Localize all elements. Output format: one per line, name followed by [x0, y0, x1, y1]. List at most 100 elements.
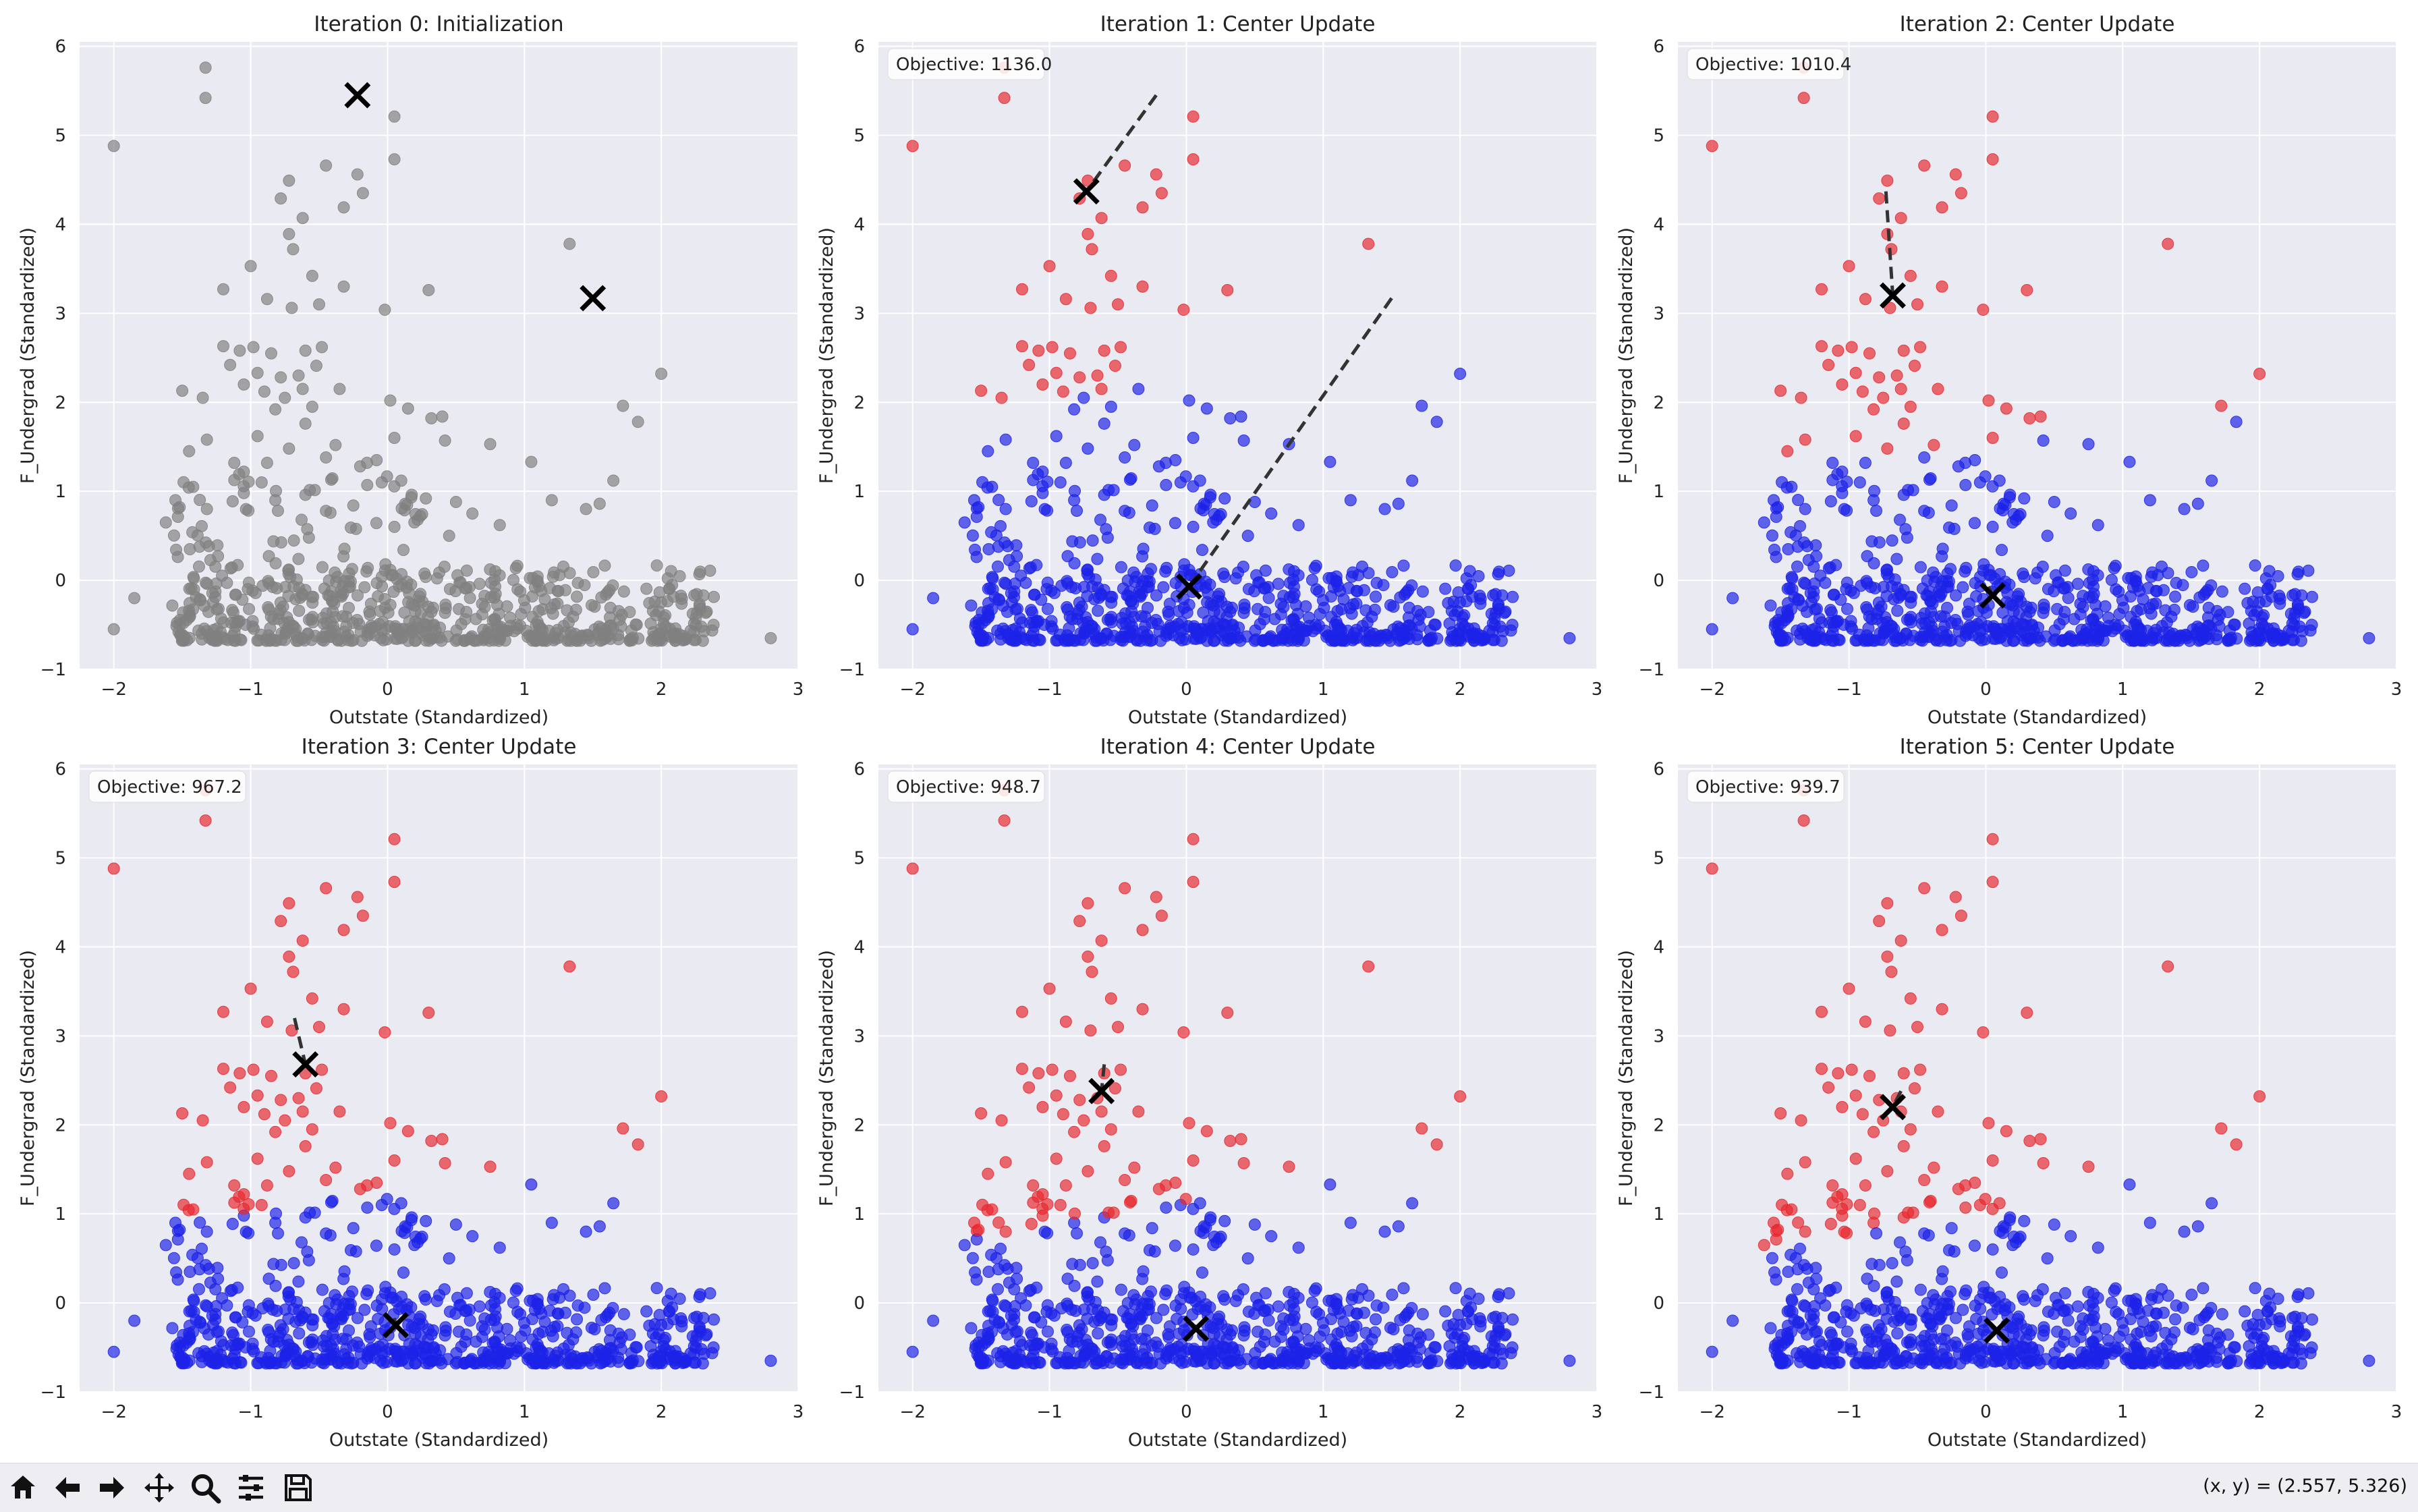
data-point [2164, 1352, 2176, 1365]
data-point [2230, 416, 2243, 428]
data-point [1350, 1346, 1363, 1359]
zoom-button[interactable] [185, 1467, 225, 1508]
data-point [1128, 1161, 1141, 1174]
data-point [991, 1283, 1004, 1295]
pan-button[interactable] [139, 1467, 179, 1508]
data-point [1115, 561, 1127, 573]
data-point [1923, 1196, 1936, 1208]
y-tick-label: 1 [853, 482, 865, 502]
data-point [1187, 1154, 1200, 1167]
data-point [1840, 1198, 1853, 1211]
data-point [1918, 451, 1931, 464]
data-point [538, 593, 551, 606]
data-point [2018, 571, 2031, 584]
x-tick-label: −2 [1699, 679, 1725, 700]
data-point [289, 1315, 302, 1328]
y-tick-label: 2 [55, 1115, 66, 1136]
data-point [1187, 1202, 1200, 1215]
data-point [2363, 1354, 2375, 1367]
data-point [1781, 445, 1794, 457]
data-point [1791, 1283, 1803, 1295]
data-point [1091, 369, 1104, 382]
data-point [1009, 622, 1022, 635]
data-point [1092, 1327, 1104, 1340]
data-point [173, 501, 186, 513]
data-point [296, 383, 309, 395]
data-point [361, 1201, 374, 1214]
data-point [1901, 1336, 1913, 1349]
subplots-button[interactable] [231, 1467, 271, 1508]
data-point [1370, 590, 1382, 603]
data-point [1086, 243, 1098, 256]
data-point [2216, 1308, 2228, 1320]
data-point [1996, 1266, 2008, 1279]
data-point [1849, 430, 1862, 443]
data-point [284, 1293, 297, 1306]
data-point [199, 1299, 212, 1312]
data-point [650, 559, 663, 572]
data-point [299, 1140, 312, 1152]
back-button[interactable] [47, 1467, 88, 1508]
data-point [1894, 212, 1907, 225]
data-point [310, 360, 322, 372]
data-point [2036, 1283, 2049, 1296]
data-point [1781, 1167, 1794, 1180]
data-point [1344, 494, 1357, 507]
data-point [1986, 520, 1999, 533]
data-point [1726, 1314, 1739, 1327]
data-point [2162, 237, 2174, 250]
data-point [401, 402, 414, 415]
y-tick-label: 0 [55, 571, 66, 591]
data-point [2042, 1306, 2054, 1318]
data-point [1207, 1322, 1220, 1335]
data-point [2243, 617, 2255, 630]
data-point [1259, 1287, 1272, 1299]
data-point [1774, 1107, 1787, 1120]
data-point [2185, 565, 2198, 578]
data-point [279, 1114, 291, 1127]
data-point [1797, 814, 1810, 827]
data-point [615, 620, 627, 633]
data-point [1986, 1154, 1999, 1167]
data-point [563, 237, 576, 250]
data-point [366, 1344, 378, 1357]
data-point [2023, 412, 2036, 424]
data-point [1091, 553, 1104, 565]
data-point [2062, 592, 2075, 605]
data-point [593, 497, 606, 510]
x-tick-label: 0 [1181, 679, 1192, 700]
center-path-line [1085, 94, 1158, 193]
data-point [1194, 502, 1207, 515]
data-point [1886, 534, 1899, 547]
data-point [2230, 1138, 2243, 1151]
y-tick-label: 5 [55, 849, 66, 869]
data-point [1073, 915, 1086, 928]
data-point [1861, 550, 1874, 563]
data-point [221, 1299, 233, 1312]
data-point [2125, 571, 2138, 584]
data-point [631, 416, 644, 428]
data-point [1430, 416, 1443, 428]
data-point [1267, 634, 1280, 647]
home-button[interactable] [3, 1467, 43, 1508]
data-point [1928, 1161, 1940, 1174]
data-point [1902, 484, 1915, 497]
data-point [1066, 535, 1079, 548]
forward-button[interactable] [92, 1467, 132, 1508]
data-point [378, 592, 391, 605]
data-point [356, 909, 369, 922]
data-point [1357, 1306, 1370, 1319]
data-point [1986, 833, 1999, 845]
data-point [381, 1193, 393, 1206]
data-point [2071, 578, 2084, 590]
data-point [515, 1331, 528, 1343]
data-point [337, 550, 350, 563]
data-point [272, 504, 285, 517]
data-point [293, 605, 306, 617]
data-point [270, 1207, 283, 1220]
data-point [2062, 1314, 2075, 1327]
data-point [251, 1152, 264, 1165]
save-button[interactable] [278, 1467, 318, 1508]
data-point [990, 1252, 1003, 1264]
